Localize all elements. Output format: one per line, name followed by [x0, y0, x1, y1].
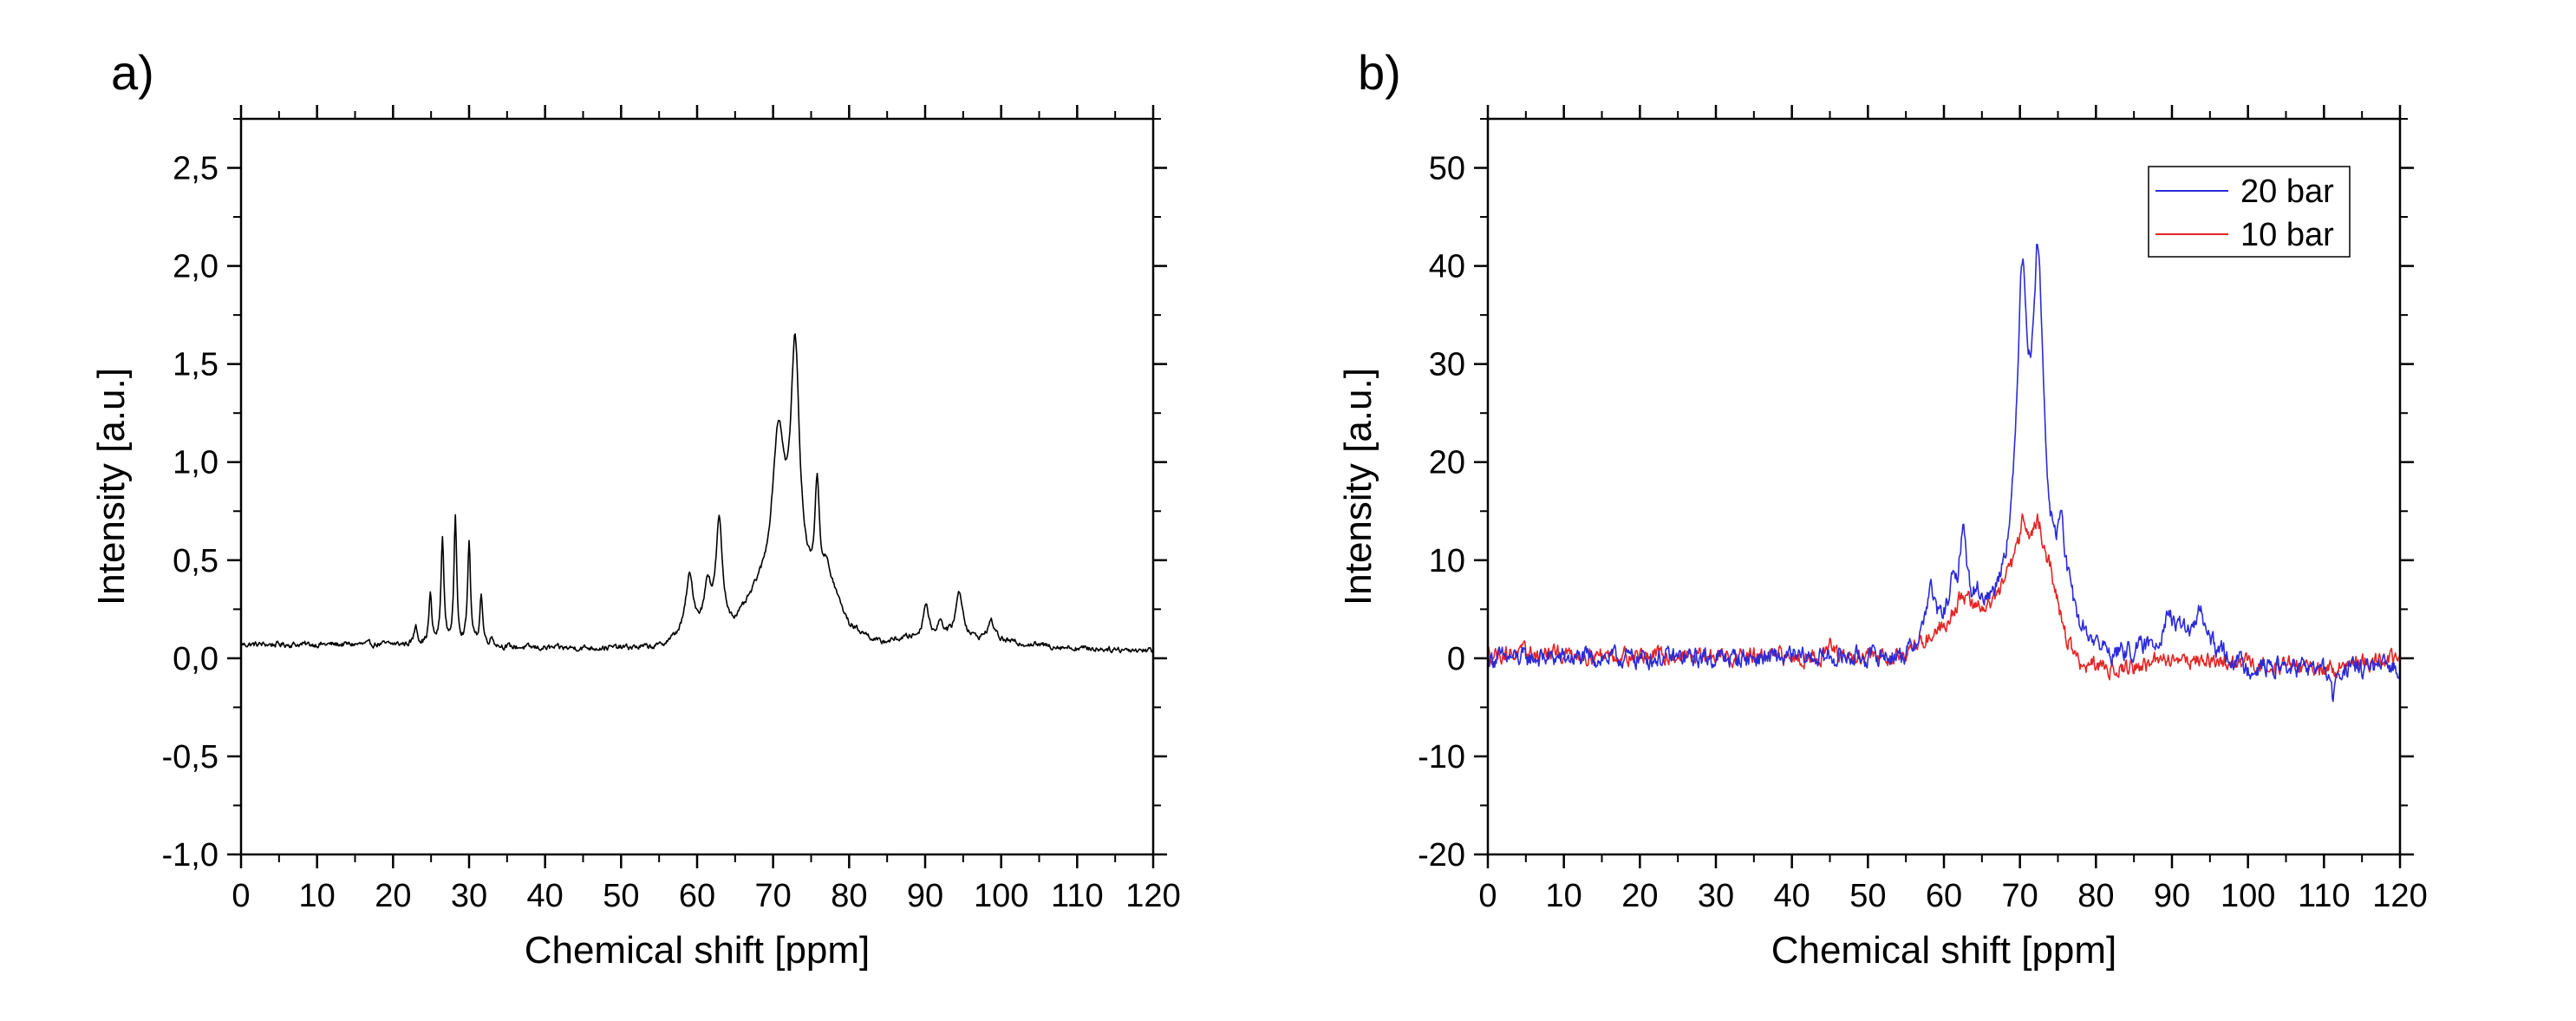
- x-tick-label: 110: [2298, 878, 2351, 914]
- panel-a-plot-frame: [239, 117, 1155, 856]
- y-tick-label: 0: [1447, 641, 1465, 677]
- x-tick-label: 10: [299, 878, 336, 914]
- x-tick-label: 40: [1774, 878, 1810, 914]
- y-tick-label: 10: [1429, 543, 1465, 579]
- x-tick-label: 70: [2002, 878, 2038, 914]
- y-tick-label: -0,5: [162, 739, 218, 776]
- series-line-spectrum: [240, 333, 1154, 654]
- panel-a-x-axis-title: Chemical shift [ppm]: [525, 929, 871, 972]
- y-tick-label: -10: [1418, 739, 1465, 776]
- legend-label-20-bar: 20 bar: [2240, 173, 2334, 210]
- panel-b-y-axis-title: Intensity [a.u.]: [1337, 368, 1379, 605]
- x-tick-label: 80: [2077, 878, 2114, 914]
- y-tick-label: 2,5: [173, 151, 218, 187]
- x-tick-label: 90: [2154, 878, 2190, 914]
- y-tick-label: 40: [1429, 249, 1465, 285]
- x-tick-label: 100: [974, 878, 1028, 914]
- x-tick-label: 20: [375, 878, 411, 914]
- panel-a-ticks: 0 10 20 30 40 50 60 70 80 90 100 110 120 -1,0 -0,5 0,0 0…: [162, 105, 1181, 914]
- panel-a-chart: a) 0 10 20 30 40 50 60 70 80 90 100 110 120-1,0-0,50…: [90, 45, 1181, 972]
- x-tick-label: 100: [2221, 878, 2275, 914]
- x-tick-label: 120: [2372, 878, 2427, 914]
- y-tick-label: 1,0: [173, 445, 218, 481]
- series-line-20-bar: [1487, 243, 2401, 703]
- x-tick-label: 10: [1546, 878, 1582, 914]
- panel-b-series: [1487, 243, 2401, 703]
- y-tick-label: 2,0: [173, 249, 218, 285]
- x-tick-label: 110: [1051, 878, 1104, 914]
- x-tick-label: 50: [603, 878, 639, 914]
- y-tick-label: -20: [1418, 837, 1465, 874]
- panel-b-legend: 20 bar 10 bar: [2148, 166, 2351, 258]
- panel-b-x-axis-title: Chemical shift [ppm]: [1771, 929, 2117, 972]
- series-line-10-bar: [1487, 513, 2401, 681]
- x-tick-label: 60: [679, 878, 715, 914]
- y-tick-label: 0,5: [173, 543, 218, 579]
- x-tick-label: 50: [1849, 878, 1886, 914]
- x-tick-label: 0: [1478, 878, 1497, 914]
- panel-b-chart: b) 0 10 20 30 40 50 60 70 80 90 100 110 120 -20 -10 0 10…: [1337, 45, 2428, 972]
- x-tick-label: 120: [1125, 878, 1180, 914]
- panel-a-label: a): [111, 45, 154, 100]
- x-tick-label: 30: [451, 878, 487, 914]
- x-tick-label: 20: [1621, 878, 1658, 914]
- y-tick-label: 20: [1429, 445, 1465, 481]
- y-tick-label: 50: [1429, 151, 1465, 187]
- legend-label-10-bar: 10 bar: [2240, 217, 2334, 253]
- x-tick-label: 70: [755, 878, 792, 914]
- panel-a-series: [240, 333, 1154, 654]
- y-tick-label: -1,0: [162, 837, 218, 874]
- x-tick-label: 60: [1926, 878, 1962, 914]
- panel-b-label: b): [1358, 45, 1401, 100]
- y-tick-label: 1,5: [173, 347, 218, 383]
- y-tick-label: 0,0: [173, 641, 218, 677]
- x-tick-label: 90: [907, 878, 943, 914]
- x-tick-label: 0: [232, 878, 250, 914]
- y-tick-label: 30: [1429, 347, 1465, 383]
- x-tick-label: 40: [527, 878, 564, 914]
- panel-b-ticks: 0 10 20 30 40 50 60 70 80 90 100 110 120 -20 -10 0 10 20 3…: [1418, 105, 2428, 914]
- x-tick-label: 30: [1698, 878, 1734, 914]
- x-tick-label: 80: [831, 878, 867, 914]
- panel-b-plot-frame: [1486, 117, 2402, 856]
- legend-box: [2148, 166, 2351, 258]
- panel-a-y-axis-title: Intensity [a.u.]: [90, 368, 133, 605]
